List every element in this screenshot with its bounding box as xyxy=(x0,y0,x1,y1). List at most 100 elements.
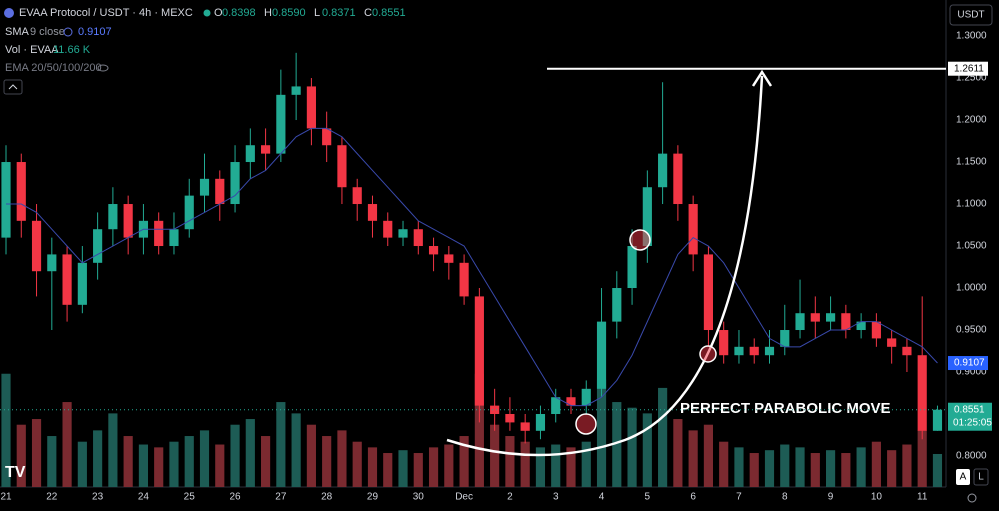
x-tick-label: 11 xyxy=(917,492,928,503)
candle-body xyxy=(428,246,439,255)
candle-body xyxy=(108,204,118,230)
ohlc-value: 0.8371 xyxy=(322,7,356,19)
candle-body xyxy=(490,405,500,415)
candle-body xyxy=(627,246,637,289)
y-tick-label: 1.0500 xyxy=(956,241,987,252)
volume-bar xyxy=(688,430,698,487)
volume-bar xyxy=(62,402,72,487)
candle-body xyxy=(444,254,454,263)
volume-bar xyxy=(658,387,668,487)
volume-bar xyxy=(184,436,194,487)
volume-bar xyxy=(138,444,149,487)
candle-body xyxy=(245,145,255,163)
candle-body xyxy=(902,346,912,356)
candle-body xyxy=(551,397,561,415)
candle-body xyxy=(322,128,332,146)
x-tick-label: 30 xyxy=(413,492,425,503)
auto-scale-button[interactable] xyxy=(956,469,970,485)
indicator-name: EMA 20/50/100/200 xyxy=(5,62,102,74)
volume-bar xyxy=(352,441,362,487)
volume-bar xyxy=(123,436,133,487)
visibility-icon xyxy=(97,64,109,72)
ohlc-key: H xyxy=(264,7,272,19)
volume-bar xyxy=(581,441,591,487)
x-tick-label: 23 xyxy=(92,492,104,503)
x-tick-label: 25 xyxy=(184,492,196,503)
volume-bar xyxy=(719,441,729,487)
candle-body xyxy=(474,296,484,406)
x-tick-label: 22 xyxy=(46,492,58,503)
settings-icon[interactable] xyxy=(967,493,977,503)
volume-bar xyxy=(306,424,316,487)
x-tick-label: 27 xyxy=(275,492,287,503)
indicator-value: 11.66 K xyxy=(53,44,91,56)
x-tick-label: 29 xyxy=(367,492,379,503)
candle-body xyxy=(16,162,26,221)
volume-bar xyxy=(932,453,943,487)
highlight-circle xyxy=(699,345,717,363)
candle-body xyxy=(184,195,194,230)
candle-body xyxy=(47,254,57,272)
x-tick-label: 24 xyxy=(138,492,150,503)
volume-bar xyxy=(703,424,714,487)
volume-bar xyxy=(77,441,87,487)
price-badge xyxy=(948,402,992,431)
log-scale-button[interactable] xyxy=(973,468,989,486)
y-tick-label: 1.2000 xyxy=(956,115,987,126)
volume-bar xyxy=(276,402,286,487)
indicator-value: 0.9107 xyxy=(78,26,112,38)
collapse-icon xyxy=(8,84,18,90)
volume-bar xyxy=(93,430,103,487)
candle-body xyxy=(352,187,362,205)
log-scale-label: L xyxy=(978,472,984,483)
volume-bar xyxy=(398,450,408,487)
volume-bar xyxy=(444,444,454,487)
x-tick-label: 26 xyxy=(229,492,241,503)
candle-body xyxy=(93,229,103,263)
volume-bar xyxy=(795,447,805,487)
ohlc-value: 0.8551 xyxy=(372,7,406,19)
countdown: 01:25:05 xyxy=(953,417,992,428)
currency-button[interactable] xyxy=(949,4,993,26)
volume-bar xyxy=(780,444,790,487)
volume-bar xyxy=(764,450,775,487)
x-tick-label: 10 xyxy=(871,492,883,503)
ohlc-key: O xyxy=(214,7,223,19)
candle-body xyxy=(566,397,576,406)
candle-body xyxy=(703,254,714,331)
collapse-button[interactable] xyxy=(3,79,23,95)
ohlc-value: 0.8590 xyxy=(272,7,306,19)
candle-body xyxy=(199,178,210,196)
currency-label: USDT xyxy=(957,10,984,21)
volume-bar xyxy=(902,444,912,487)
volume-bar xyxy=(825,450,836,487)
candle-body xyxy=(62,254,72,305)
ohlc-value: 0.8398 xyxy=(222,7,256,19)
volume-bar xyxy=(535,447,546,487)
x-tick-label: 21 xyxy=(0,492,12,503)
volume-bar xyxy=(887,450,897,487)
candle-body xyxy=(764,346,775,356)
candle-body xyxy=(535,414,546,431)
status-dot xyxy=(203,9,211,17)
candle-body xyxy=(719,330,729,356)
y-tick-label: 1.1500 xyxy=(956,157,987,168)
volume-bar xyxy=(230,424,240,487)
y-tick-label: 0.9000 xyxy=(956,367,987,378)
candle-body xyxy=(887,338,897,347)
candle-body xyxy=(673,153,683,205)
volume-bar xyxy=(169,441,179,487)
candle-body xyxy=(749,346,759,356)
volume-bar xyxy=(490,424,500,487)
candle-body xyxy=(1,162,11,238)
candle-body xyxy=(841,313,851,331)
y-tick-label: 1.1000 xyxy=(956,199,987,210)
ohlc-key: L xyxy=(314,7,320,19)
candle-body xyxy=(306,86,316,129)
volume-bar xyxy=(551,444,561,487)
candle-body xyxy=(215,178,225,205)
volume-bar xyxy=(749,453,759,487)
y-tick-label: 1.3000 xyxy=(956,31,987,42)
